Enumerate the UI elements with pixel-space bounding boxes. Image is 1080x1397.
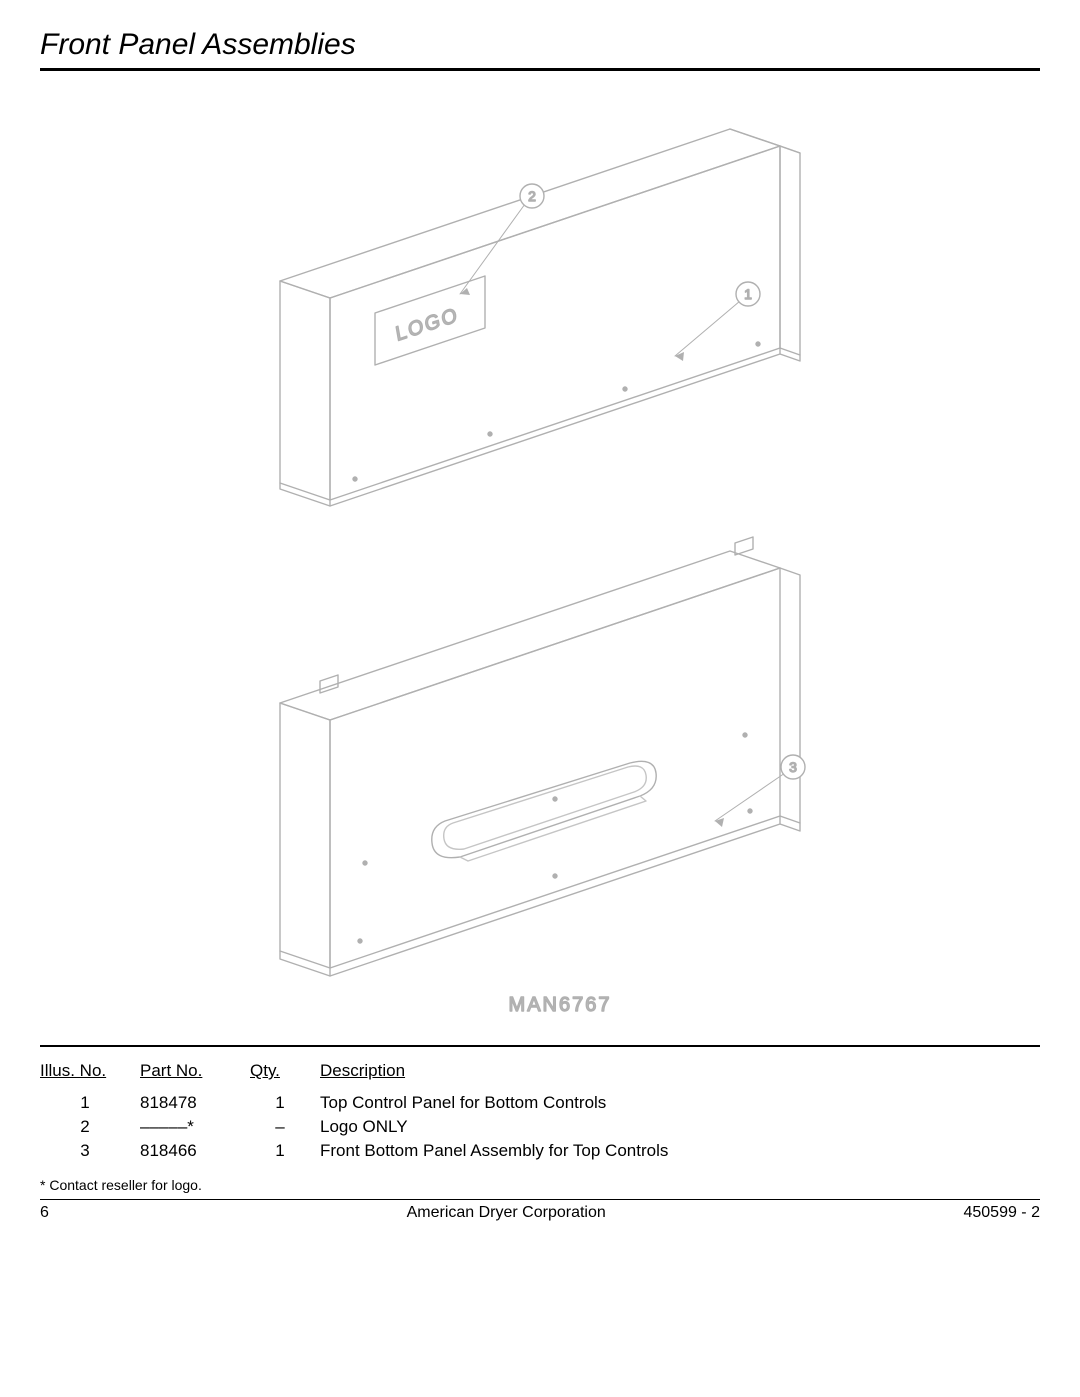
cell-qty: – bbox=[250, 1115, 320, 1139]
title-rule bbox=[40, 68, 1040, 71]
callout-2: 2 bbox=[528, 188, 536, 204]
col-illus-header: Illus. No. bbox=[40, 1057, 140, 1091]
col-qty-header: Qty. bbox=[250, 1057, 320, 1091]
cell-qty: 1 bbox=[250, 1091, 320, 1115]
cell-desc: Top Control Panel for Bottom Controls bbox=[320, 1091, 1040, 1115]
footer-page-number: 6 bbox=[40, 1204, 49, 1222]
cell-part: 818478 bbox=[140, 1091, 250, 1115]
cell-part: 818466 bbox=[140, 1139, 250, 1163]
drawing-number: MAN6767 bbox=[509, 994, 612, 1016]
cell-qty: 1 bbox=[250, 1139, 320, 1163]
footer-company: American Dryer Corporation bbox=[407, 1204, 606, 1222]
diagram: LOGO 2 1 bbox=[40, 91, 1040, 1031]
cell-desc: Front Bottom Panel Assembly for Top Cont… bbox=[320, 1139, 1040, 1163]
col-part-header: Part No. bbox=[140, 1057, 250, 1091]
cell-illus: 1 bbox=[40, 1091, 140, 1115]
cell-part: –––––* bbox=[140, 1115, 250, 1139]
table-row: 1 818478 1 Top Control Panel for Bottom … bbox=[40, 1091, 1040, 1115]
footnote: * Contact reseller for logo. bbox=[40, 1177, 1040, 1193]
page-footer: 6 American Dryer Corporation 450599 - 2 bbox=[40, 1204, 1040, 1222]
panel-diagram-svg: LOGO 2 1 bbox=[160, 91, 920, 1031]
parts-table: Illus. No. Part No. Qty. Description 1 8… bbox=[40, 1057, 1040, 1163]
table-row: 3 818466 1 Front Bottom Panel Assembly f… bbox=[40, 1139, 1040, 1163]
callout-3: 3 bbox=[789, 759, 797, 775]
footer-rule bbox=[40, 1199, 1040, 1200]
parts-table-rule bbox=[40, 1045, 1040, 1047]
callout-1: 1 bbox=[744, 286, 752, 302]
page: Front Panel Assemblies bbox=[0, 0, 1080, 1397]
col-desc-header: Description bbox=[320, 1057, 1040, 1091]
page-title: Front Panel Assemblies bbox=[40, 28, 1040, 62]
footer-doc-number: 450599 - 2 bbox=[963, 1204, 1040, 1222]
table-row: 2 –––––* – Logo ONLY bbox=[40, 1115, 1040, 1139]
cell-illus: 2 bbox=[40, 1115, 140, 1139]
cell-illus: 3 bbox=[40, 1139, 140, 1163]
parts-table-header-row: Illus. No. Part No. Qty. Description bbox=[40, 1057, 1040, 1091]
cell-desc: Logo ONLY bbox=[320, 1115, 1040, 1139]
